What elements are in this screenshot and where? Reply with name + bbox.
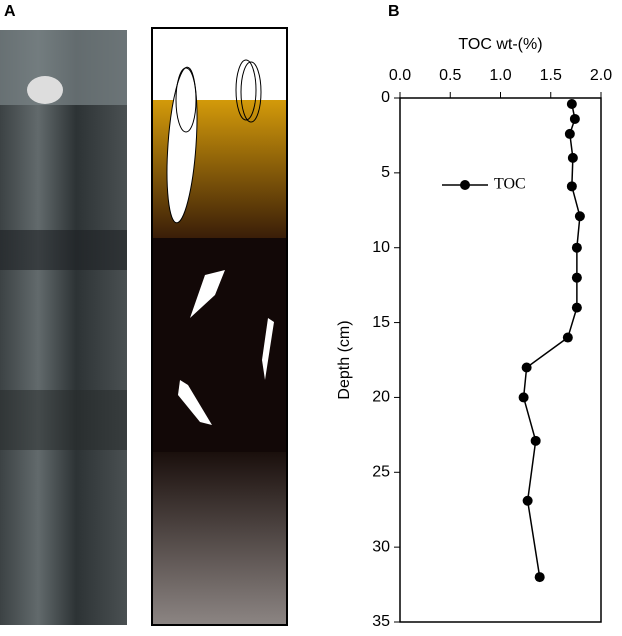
x-tick-label: 1.5	[540, 67, 562, 84]
data-point	[574, 211, 585, 222]
data-point	[566, 98, 577, 109]
data-point	[564, 128, 575, 139]
y-axis-label: Depth (cm)	[336, 320, 353, 399]
y-tick-label: 20	[372, 389, 390, 406]
y-tick-label: 10	[372, 239, 390, 256]
y-tick-label: 5	[381, 164, 390, 181]
data-point	[518, 392, 529, 403]
data-point	[530, 435, 541, 446]
data-point	[521, 362, 532, 373]
data-point	[522, 495, 533, 506]
panel-label: A	[4, 3, 16, 20]
core-photo	[0, 30, 127, 625]
data-point	[571, 242, 582, 253]
data-point	[534, 572, 545, 583]
x-tick-label: 1.0	[489, 67, 511, 84]
core-schematic	[151, 27, 288, 626]
x-axis-label: TOC wt-(%)	[458, 36, 542, 53]
data-point	[571, 302, 582, 313]
data-point	[566, 181, 577, 192]
x-tick-label: 2.0	[590, 67, 612, 84]
panel-label: B	[388, 3, 400, 20]
y-tick-label: 30	[372, 538, 390, 555]
data-point	[562, 332, 573, 343]
data-point	[571, 272, 582, 283]
x-tick-label: 0.5	[439, 67, 461, 84]
legend-marker	[460, 180, 470, 190]
data-point	[569, 113, 580, 124]
legend-label: TOC	[494, 176, 526, 193]
y-tick-label: 35	[372, 613, 390, 630]
y-tick-label: 15	[372, 314, 390, 331]
x-tick-label: 0.0	[389, 67, 411, 84]
y-tick-label: 0	[381, 89, 390, 106]
y-tick-label: 25	[372, 464, 390, 481]
data-point	[567, 152, 578, 163]
